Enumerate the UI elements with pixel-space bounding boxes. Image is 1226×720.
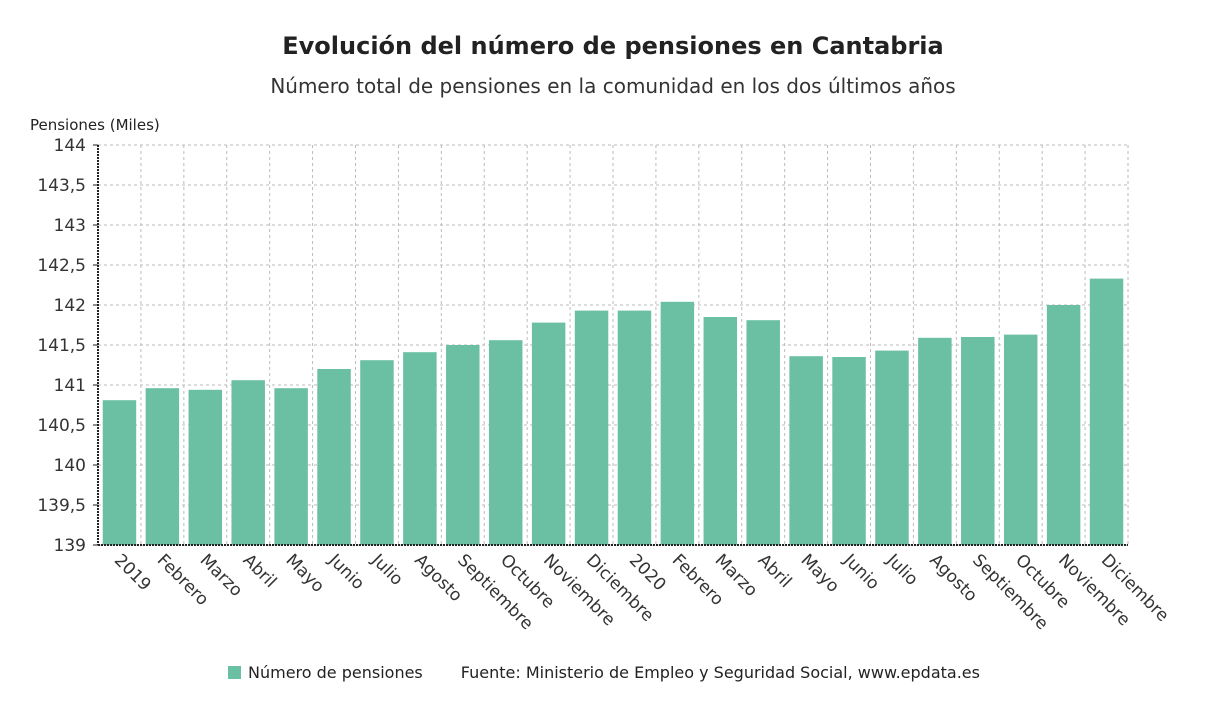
source-note: Fuente: Ministerio de Empleo y Seguridad… — [460, 663, 980, 682]
bar — [360, 360, 394, 545]
x-tick-label: Julio — [882, 550, 922, 590]
bar — [1089, 278, 1124, 545]
bar — [531, 322, 566, 545]
x-tick-label: Mayo — [797, 550, 843, 596]
bar — [403, 352, 437, 545]
bar — [660, 301, 695, 545]
x-tick-label: Junio — [839, 550, 883, 594]
y-tick-label: 140 — [54, 456, 86, 476]
bar — [746, 320, 780, 545]
y-tick-label: 142 — [54, 296, 86, 316]
bar — [446, 345, 480, 545]
bar — [274, 388, 308, 545]
chart-subtitle: Número total de pensiones en la comunida… — [270, 74, 956, 98]
y-tick-label: 140,5 — [37, 416, 86, 436]
y-tick-label: 139 — [54, 536, 86, 556]
bar — [317, 369, 351, 545]
y-tick-label: 139,5 — [37, 496, 86, 516]
x-tick-label: Julio — [367, 550, 407, 590]
bar — [231, 380, 265, 545]
legend: Número de pensiones Fuente: Ministerio d… — [228, 663, 980, 682]
y-tick-label: 143 — [54, 216, 86, 236]
bar — [961, 337, 995, 545]
x-tick-label: 2019 — [110, 550, 155, 595]
bar — [1003, 334, 1038, 545]
bar — [102, 400, 137, 545]
bar — [1046, 305, 1081, 545]
bar — [145, 388, 180, 545]
bar — [918, 337, 952, 545]
y-axis-label: Pensiones (Miles) — [30, 116, 160, 134]
bar — [617, 310, 652, 545]
bar — [789, 356, 823, 545]
legend-swatch — [228, 666, 241, 679]
x-tick-label: Mayo — [282, 550, 328, 596]
y-tick-label: 144 — [54, 136, 86, 156]
x-tick-label: Junio — [324, 550, 368, 594]
chart-title: Evolución del número de pensiones en Can… — [282, 32, 944, 60]
y-tick-label: 141 — [54, 376, 86, 396]
bar — [488, 340, 523, 545]
legend-label: Número de pensiones — [248, 663, 423, 682]
bar — [574, 310, 609, 545]
bar — [832, 357, 866, 545]
y-tick-label: 143,5 — [37, 176, 86, 196]
bar — [703, 317, 738, 545]
bar — [188, 389, 223, 545]
bar — [875, 350, 909, 545]
y-tick-label: 142,5 — [37, 256, 86, 276]
y-tick-label: 141,5 — [37, 336, 86, 356]
